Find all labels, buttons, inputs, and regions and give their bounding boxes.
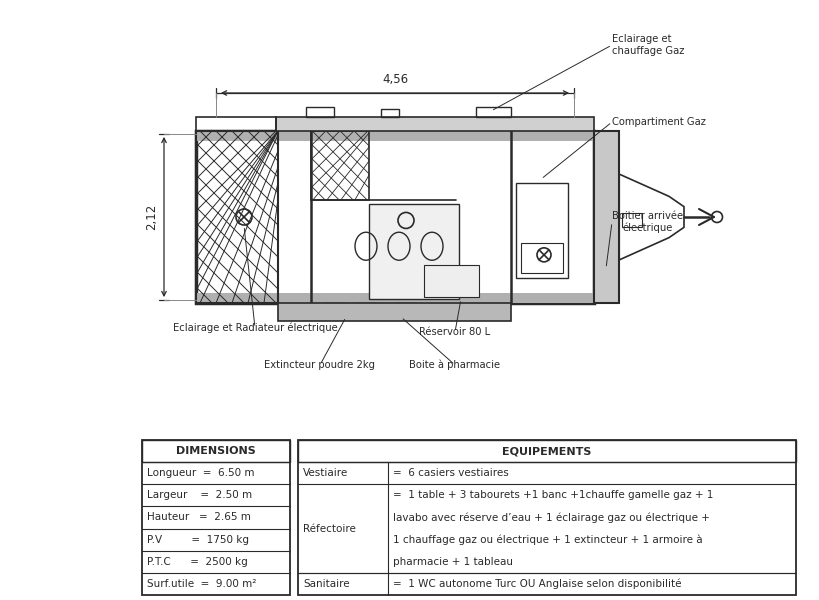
Bar <box>324 303 346 317</box>
Text: DIMENSIONS: DIMENSIONS <box>176 446 256 456</box>
Text: Boitier arrivée
électrique: Boitier arrivée électrique <box>611 211 682 233</box>
Bar <box>142 440 290 595</box>
Text: Eclairage et Radiateur électrique: Eclairage et Radiateur électrique <box>173 323 337 333</box>
Text: Réfectoire: Réfectoire <box>303 524 355 533</box>
Text: Longueur  =  6.50 m: Longueur = 6.50 m <box>147 468 254 478</box>
Text: Sanitaire: Sanitaire <box>303 579 349 589</box>
Bar <box>196 293 593 303</box>
Bar <box>354 303 376 317</box>
Bar <box>297 440 795 462</box>
Bar <box>305 107 333 117</box>
Text: =  1 WC autonome Turc OU Anglaise selon disponibilité: = 1 WC autonome Turc OU Anglaise selon d… <box>392 578 681 589</box>
Bar <box>278 303 510 321</box>
Text: lavabo avec réserve d’eau + 1 éclairage gaz ou électrique +: lavabo avec réserve d’eau + 1 éclairage … <box>392 512 709 523</box>
Bar <box>475 107 510 117</box>
Bar <box>381 109 399 117</box>
Text: Compartiment Gaz: Compartiment Gaz <box>611 117 705 127</box>
Bar <box>396 303 415 317</box>
Bar <box>297 440 795 595</box>
Bar <box>142 440 290 462</box>
Bar <box>196 117 276 131</box>
Bar <box>520 243 563 273</box>
Bar <box>310 131 369 200</box>
Text: EQUIPEMENTS: EQUIPEMENTS <box>502 446 591 456</box>
Text: 1 chauffage gaz ou électrique + 1 extincteur + 1 armoire à: 1 chauffage gaz ou électrique + 1 extinc… <box>392 535 702 545</box>
Text: P.T.C      =  2500 kg: P.T.C = 2500 kg <box>147 557 247 567</box>
Text: 2,12: 2,12 <box>145 204 158 230</box>
Bar <box>196 131 593 141</box>
Bar <box>593 131 618 303</box>
Bar <box>423 265 478 297</box>
Bar <box>196 131 593 303</box>
Text: 4,56: 4,56 <box>382 73 408 86</box>
Text: pharmacie + 1 tableau: pharmacie + 1 tableau <box>392 557 513 567</box>
Bar <box>196 131 278 303</box>
Bar <box>369 204 459 299</box>
Text: Vestiaire: Vestiaire <box>303 468 348 478</box>
Text: =  6 casiers vestiaires: = 6 casiers vestiaires <box>392 468 508 478</box>
Text: Extincteur poudre 2kg: Extincteur poudre 2kg <box>265 360 375 370</box>
Bar <box>622 214 641 227</box>
Text: Surf.utile  =  9.00 m²: Surf.utile = 9.00 m² <box>147 579 256 589</box>
Bar <box>276 117 593 131</box>
Text: Largeur    =  2.50 m: Largeur = 2.50 m <box>147 490 251 500</box>
Bar <box>515 183 568 278</box>
Text: P.V         =  1750 kg: P.V = 1750 kg <box>147 535 249 545</box>
Text: Boite à pharmacie: Boite à pharmacie <box>409 360 500 370</box>
Text: Eclairage et
chauffage Gaz: Eclairage et chauffage Gaz <box>611 34 684 56</box>
Text: =  1 table + 3 tabourets +1 banc +1chauffe gamelle gaz + 1: = 1 table + 3 tabourets +1 banc +1chauff… <box>392 490 713 500</box>
Text: Hauteur   =  2.65 m: Hauteur = 2.65 m <box>147 512 251 523</box>
Text: Réservoir 80 L: Réservoir 80 L <box>419 327 490 337</box>
